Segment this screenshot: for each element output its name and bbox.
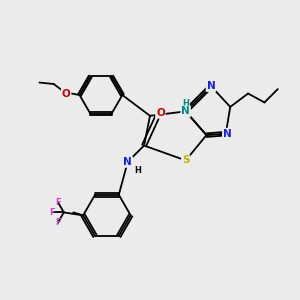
Text: N: N <box>223 129 232 139</box>
Text: H: H <box>135 166 142 175</box>
Text: N: N <box>181 106 190 116</box>
Text: N: N <box>207 81 215 91</box>
Text: O: O <box>156 108 165 118</box>
Text: N: N <box>123 157 132 167</box>
Text: F: F <box>55 197 61 206</box>
Text: F: F <box>55 218 61 227</box>
Text: O: O <box>62 88 70 98</box>
Text: H: H <box>182 99 189 108</box>
Text: F: F <box>50 208 55 217</box>
Text: S: S <box>182 155 189 165</box>
